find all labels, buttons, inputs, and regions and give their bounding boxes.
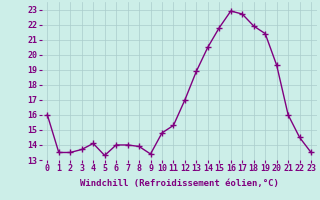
X-axis label: Windchill (Refroidissement éolien,°C): Windchill (Refroidissement éolien,°C) — [80, 179, 279, 188]
